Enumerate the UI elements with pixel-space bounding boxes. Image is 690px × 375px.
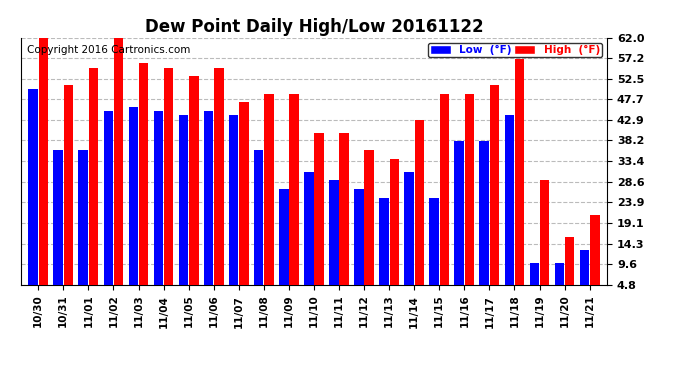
Bar — [304, 172, 313, 285]
Bar — [104, 111, 113, 285]
Bar — [214, 68, 224, 285]
Bar — [440, 94, 449, 285]
Bar — [264, 94, 274, 285]
Bar — [555, 262, 564, 285]
Title: Dew Point Daily High/Low 20161122: Dew Point Daily High/Low 20161122 — [145, 18, 483, 36]
Bar — [329, 180, 339, 285]
Bar — [565, 237, 575, 285]
Bar — [39, 38, 48, 285]
Bar — [79, 150, 88, 285]
Bar — [139, 63, 148, 285]
Bar — [179, 116, 188, 285]
Bar — [429, 198, 439, 285]
Bar — [380, 198, 388, 285]
Bar — [239, 102, 248, 285]
Bar — [530, 262, 539, 285]
Bar — [229, 116, 238, 285]
Bar — [28, 89, 38, 285]
Bar — [404, 172, 414, 285]
Bar — [189, 76, 199, 285]
Bar — [455, 141, 464, 285]
Bar — [354, 189, 364, 285]
Bar — [204, 111, 213, 285]
Bar — [63, 85, 73, 285]
Bar — [114, 38, 124, 285]
Bar — [339, 133, 349, 285]
Bar — [540, 180, 549, 285]
Bar — [89, 68, 98, 285]
Bar — [480, 141, 489, 285]
Bar — [364, 150, 374, 285]
Bar — [254, 150, 264, 285]
Bar — [464, 94, 474, 285]
Bar — [415, 120, 424, 285]
Text: Copyright 2016 Cartronics.com: Copyright 2016 Cartronics.com — [26, 45, 190, 55]
Bar — [53, 150, 63, 285]
Bar — [279, 189, 288, 285]
Legend: Low  (°F), High  (°F): Low (°F), High (°F) — [428, 43, 602, 57]
Bar — [504, 116, 514, 285]
Bar — [580, 249, 589, 285]
Bar — [590, 215, 600, 285]
Bar — [164, 68, 173, 285]
Bar — [315, 133, 324, 285]
Bar — [154, 111, 164, 285]
Bar — [289, 94, 299, 285]
Bar — [490, 85, 500, 285]
Bar — [515, 59, 524, 285]
Bar — [128, 107, 138, 285]
Bar — [390, 159, 399, 285]
